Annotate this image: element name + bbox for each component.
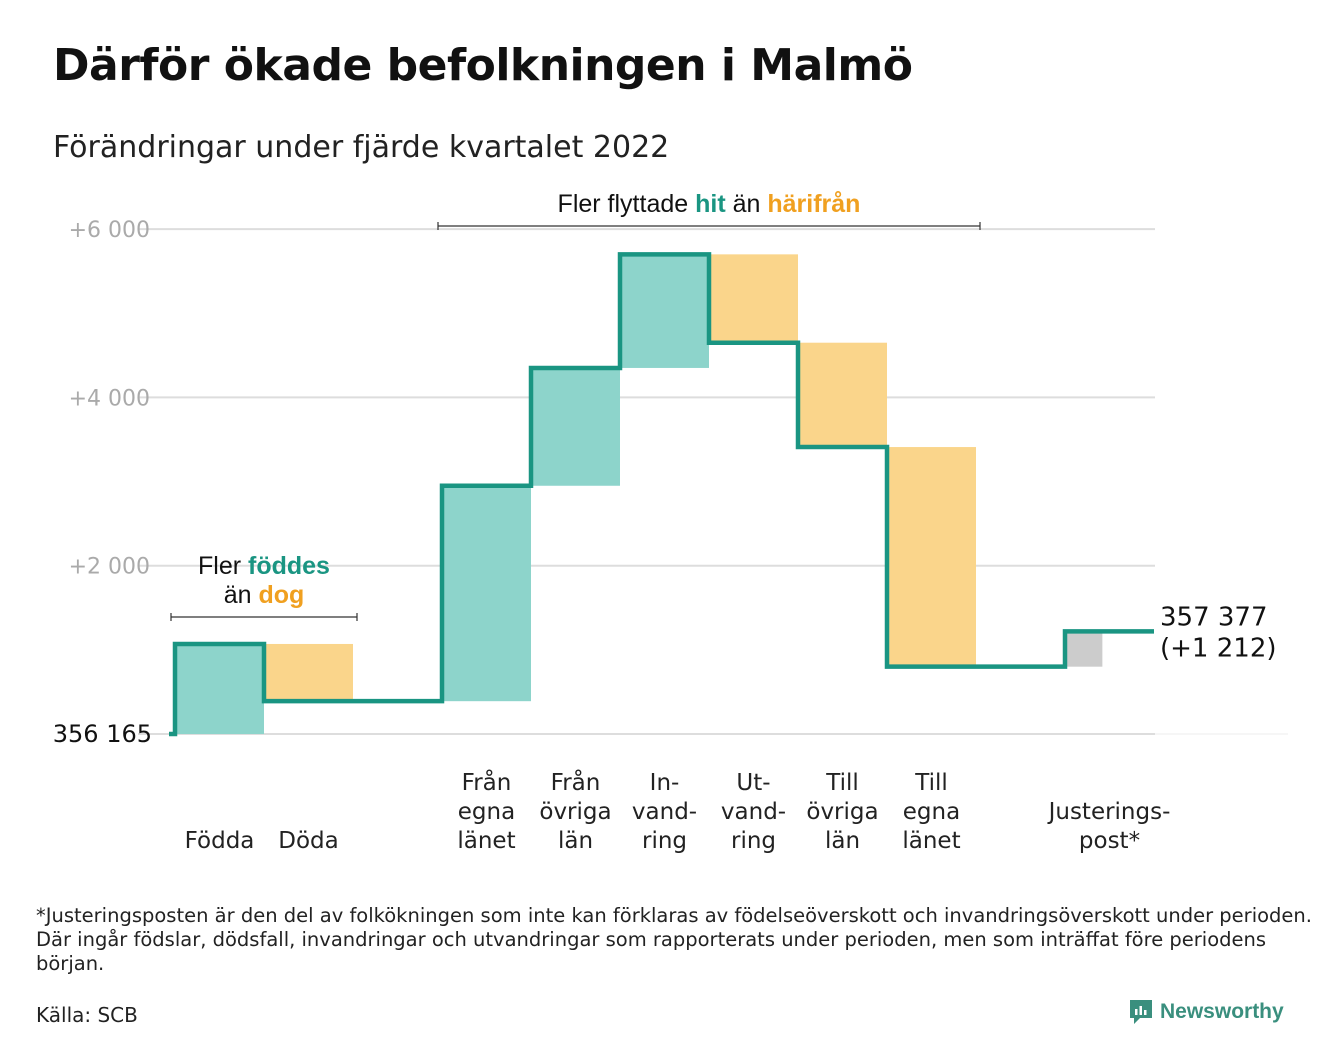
x-category-label: Ut-vand-ring [721, 770, 786, 854]
newsworthy-icon [1130, 1000, 1152, 1024]
waterfall-bar [442, 485, 531, 702]
waterfall-bar [620, 254, 709, 368]
cumulative-step-line [169, 252, 1154, 737]
waterfall-bar [709, 254, 798, 343]
y-tick-label: +6 000 [69, 218, 150, 243]
x-category-label: Till egna länet [902, 770, 960, 854]
brand-name: Newsworthy [1160, 1000, 1284, 1023]
waterfall-bar [887, 447, 976, 667]
waterfall-bar [264, 643, 353, 702]
y-tick-label: +4 000 [69, 386, 150, 411]
x-category-label: Födda [185, 828, 255, 854]
x-category-label: In-vand-ring [632, 770, 697, 854]
brand-logo: Newsworthy [1128, 998, 1284, 1026]
annotation-text: Fler flyttade hit än härifrån [558, 190, 861, 218]
x-category-label: Från övriga län [539, 768, 611, 854]
x-category-label: Till övriga län [806, 770, 878, 854]
y-tick-label: +2 000 [69, 555, 150, 580]
source-label: Källa: SCB [36, 1003, 138, 1027]
waterfall-chart: +2 000 +4 000 +6 000 356 165 Födda Döda Från eg… [53, 190, 1288, 854]
waterfall-bar [531, 367, 620, 486]
footnote: *Justeringsposten är den del av folkökni… [36, 904, 1312, 975]
start-value-label: 356 165 [53, 720, 152, 748]
x-category-label: Från egna länet [457, 768, 515, 854]
annotation-text: Fler föddes [198, 552, 330, 580]
waterfall-bar [798, 342, 887, 448]
waterfall-bar [175, 643, 264, 734]
end-change-label: (+1 212) [1160, 633, 1277, 663]
annotation-text: än dog [224, 581, 305, 609]
waterfall-bar [1065, 631, 1103, 667]
x-category-label: Justerings-post* [1047, 799, 1171, 854]
chart-title: Därför ökade befolkningen i Malmö [53, 40, 913, 91]
chart-subtitle: Förändringar under fjärde kvartalet 2022 [53, 130, 670, 165]
end-value-label: 357 377 [1160, 602, 1268, 632]
x-category-label: Döda [278, 828, 338, 854]
